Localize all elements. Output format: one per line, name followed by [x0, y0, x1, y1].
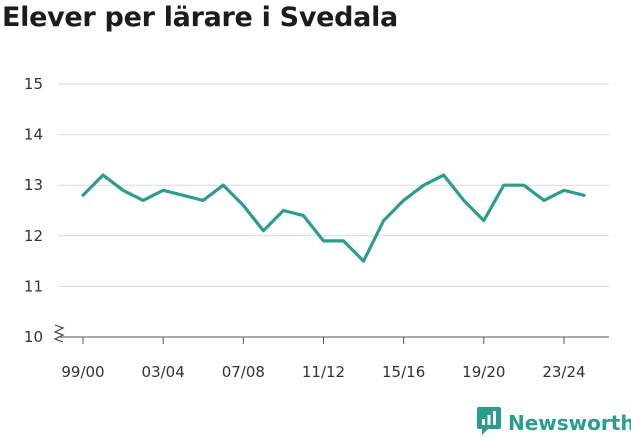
y-tick-label: 14 — [24, 126, 43, 144]
x-tick-label: 15/16 — [382, 363, 425, 381]
x-tick-label: 19/20 — [462, 363, 505, 381]
newsworthy-logo-icon — [476, 406, 502, 440]
x-tick-label: 11/12 — [302, 363, 345, 381]
y-axis-ticks: 10 11 12 13 14 15 — [24, 75, 43, 346]
series-layer — [81, 173, 586, 263]
y-tick-label: 12 — [24, 227, 43, 245]
y-tick-label: 13 — [24, 176, 43, 194]
series-line — [81, 173, 586, 263]
page-title: Elever per lärare i Svedala — [2, 2, 398, 33]
x-tick-label: 03/04 — [142, 363, 185, 381]
y-tick-label: 10 — [24, 328, 43, 346]
x-tick-label: 99/00 — [61, 363, 104, 381]
axis-break-icon — [53, 324, 65, 343]
brand-logo: Newsworthy — [476, 406, 631, 440]
y-tick-label: 11 — [24, 277, 43, 295]
y-tick-label: 15 — [24, 75, 43, 93]
x-tick-label: 07/08 — [222, 363, 265, 381]
brand-name: Newsworthy — [508, 411, 631, 435]
x-tick-label: 23/24 — [542, 363, 585, 381]
x-axis: 99/00 03/04 07/08 11/12 15/16 19/20 23/24 — [53, 324, 609, 381]
